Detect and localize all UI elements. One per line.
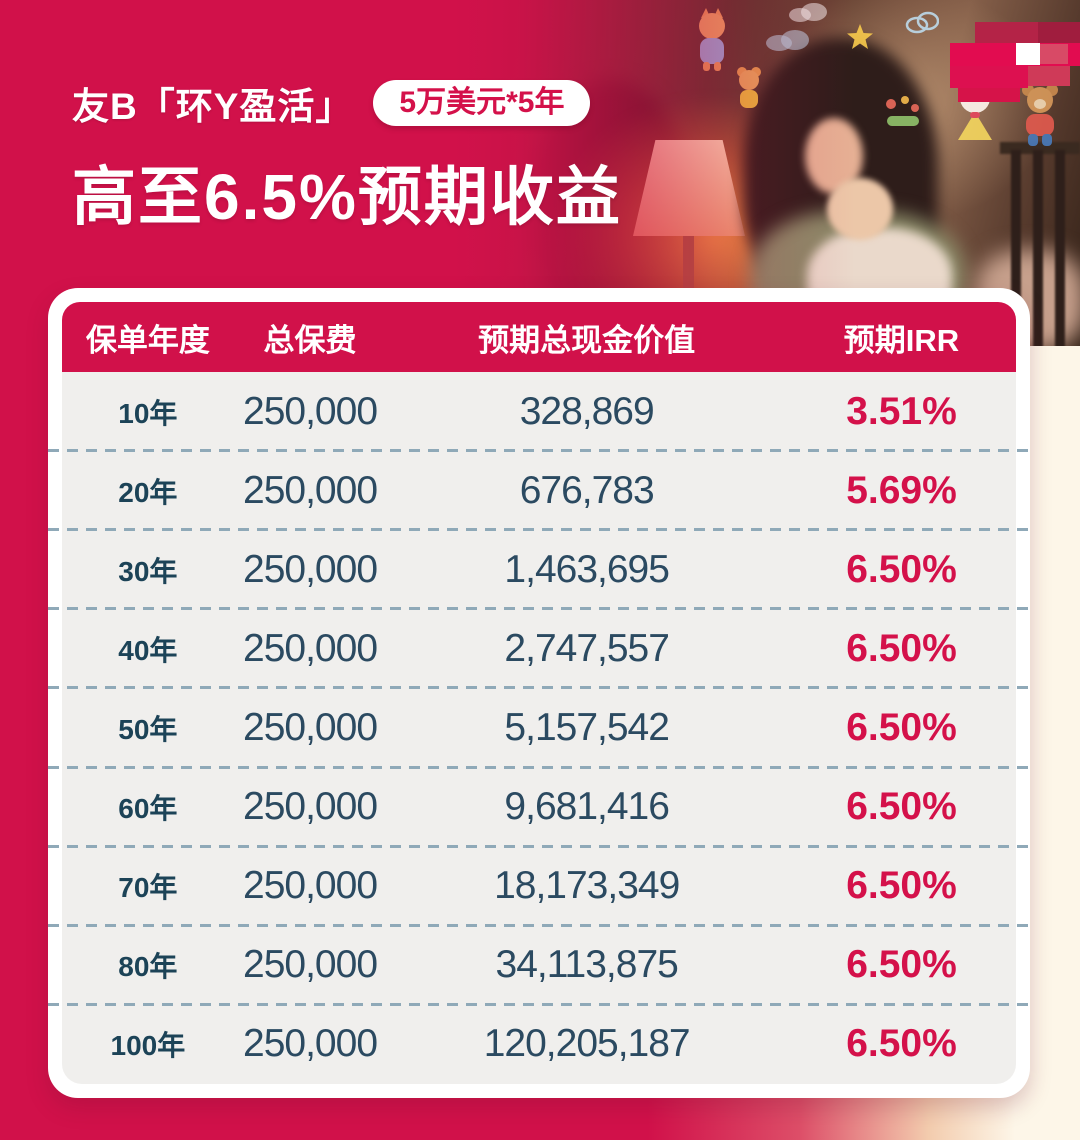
cash-value-cell: 5,157,542	[504, 705, 670, 749]
policy-year-cell: 50年	[118, 713, 178, 745]
table-row: 30年 250,000 1,463,695 6.50%	[48, 530, 1030, 611]
cash-value-cell: 328,869	[519, 389, 655, 433]
irr-cell: 6.50%	[846, 705, 957, 749]
table-row: 10年 250,000 328,869 3.51%	[48, 372, 1030, 453]
irr-cell: 6.50%	[846, 1022, 957, 1066]
premium-plan-badge: 5万美元*5年	[373, 80, 591, 126]
irr-cell: 5.69%	[846, 468, 957, 512]
irr-cell: 6.50%	[846, 864, 957, 908]
total-premium-cell: 250,000	[243, 943, 378, 987]
cash-value-cell: 1,463,695	[504, 547, 670, 591]
cash-value-cell: 34,113,875	[495, 943, 679, 987]
policy-year-cell: 40年	[118, 634, 178, 666]
cash-value-cell: 120,205,187	[483, 1022, 691, 1066]
column-header-policy-year: 保单年度	[85, 322, 210, 358]
headline: 高至6.5%预期收益	[72, 161, 622, 233]
table-row: 50年 250,000 5,157,542 6.50%	[48, 688, 1030, 769]
irr-cell: 6.50%	[846, 785, 957, 829]
total-premium-cell: 250,000	[243, 468, 378, 512]
benefit-table-card: 保单年度 总保费 预期总现金价值 预期IRR 10年 250,000 328,8…	[48, 288, 1030, 1098]
table-row: 20年 250,000 676,783 5.69%	[48, 451, 1030, 532]
total-premium-cell: 250,000	[243, 705, 378, 749]
pixelated-logo-watermark	[948, 16, 1080, 108]
irr-cell: 3.51%	[846, 389, 957, 433]
total-premium-cell: 250,000	[243, 389, 378, 433]
policy-year-cell: 100年	[110, 1030, 186, 1062]
table-row: 40年 250,000 2,747,557 6.50%	[48, 609, 1030, 690]
policy-year-cell: 20年	[118, 476, 178, 508]
table-row: 60年 250,000 9,681,416 6.50%	[48, 768, 1030, 848]
irr-cell: 6.50%	[846, 547, 957, 591]
total-premium-cell: 250,000	[243, 547, 378, 591]
column-header-total-premium: 总保费	[263, 322, 357, 358]
policy-year-cell: 80年	[118, 951, 178, 983]
irr-cell: 6.50%	[846, 943, 957, 987]
column-header-expected-irr: 预期IRR	[843, 322, 960, 358]
policy-year-cell: 70年	[118, 872, 178, 904]
irr-cell: 6.50%	[846, 626, 957, 670]
policy-year-cell: 10年	[118, 397, 178, 429]
policy-year-cell: 30年	[118, 555, 178, 587]
cash-value-cell: 676,783	[519, 468, 655, 512]
total-premium-cell: 250,000	[243, 864, 378, 908]
table-row: 70年 250,000 18,173,349 6.50%	[48, 847, 1030, 927]
cash-value-cell: 2,747,557	[504, 626, 670, 670]
table-row: 100年 250,000 120,205,187 6.50%	[62, 1005, 1016, 1084]
product-name: 友B「环Y盈活」	[72, 86, 354, 127]
total-premium-cell: 250,000	[243, 785, 378, 829]
total-premium-cell: 250,000	[243, 626, 378, 670]
table-body: 10年 250,000 328,869 3.51% 20年 250,000 67…	[48, 372, 1030, 1084]
table-row: 80年 250,000 34,113,875 6.50%	[48, 926, 1030, 1006]
benefit-table: 保单年度 总保费 预期总现金价值 预期IRR 10年 250,000 328,8…	[48, 302, 1030, 1084]
title-block: 友B「环Y盈活」 5万美元*5年 高至6.5%预期收益	[72, 76, 622, 238]
total-premium-cell: 250,000	[243, 1022, 378, 1066]
cash-value-cell: 9,681,416	[504, 785, 670, 829]
table-header-row: 保单年度 总保费 预期总现金价值 预期IRR	[62, 302, 1016, 372]
cash-value-cell: 18,173,349	[494, 864, 680, 908]
column-header-expected-cash-value: 预期总现金价值	[478, 322, 696, 358]
policy-year-cell: 60年	[118, 793, 178, 825]
